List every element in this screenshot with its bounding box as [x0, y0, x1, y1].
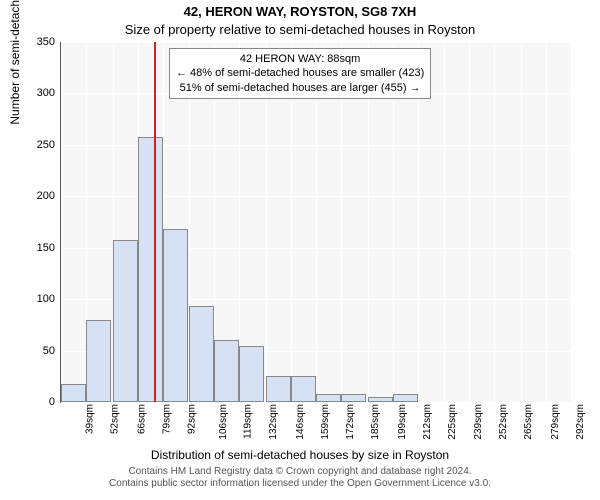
- histogram-bar: [138, 137, 163, 402]
- ytick-label: 150: [15, 242, 55, 254]
- histogram-bar: [291, 376, 316, 402]
- histogram-bar: [341, 394, 366, 402]
- ytick-label: 300: [15, 87, 55, 99]
- gridline-v: [61, 42, 62, 402]
- annot-line3: 51% of semi-detached houses are larger (…: [176, 81, 424, 95]
- xtick-label: 132sqm: [268, 404, 279, 440]
- xtick-label: 52sqm: [109, 404, 120, 434]
- histogram-bar: [86, 320, 111, 402]
- annot-line2: ← 48% of semi-detached houses are smalle…: [176, 66, 424, 80]
- histogram-bar: [61, 384, 86, 403]
- plot-area: 42 HERON WAY: 88sqm ← 48% of semi-detach…: [60, 42, 571, 403]
- gridline-v: [546, 42, 547, 402]
- xtick-label: 239sqm: [474, 404, 485, 440]
- gridline-v: [571, 42, 572, 402]
- histogram-bar: [113, 240, 138, 403]
- xtick-label: 225sqm: [447, 404, 458, 440]
- gridline-v: [469, 42, 470, 402]
- histogram-bar: [214, 340, 239, 402]
- annot-line1: 42 HERON WAY: 88sqm: [176, 52, 424, 66]
- ytick-label: 50: [15, 345, 55, 357]
- x-axis-label: Distribution of semi-detached houses by …: [0, 448, 600, 462]
- annotation-box: 42 HERON WAY: 88sqm ← 48% of semi-detach…: [169, 48, 431, 99]
- gridline-v: [494, 42, 495, 402]
- xtick-label: 106sqm: [219, 404, 230, 440]
- ytick-label: 100: [15, 293, 55, 305]
- xtick-label: 265sqm: [523, 404, 534, 440]
- marker-line: [154, 42, 156, 402]
- xtick-label: 92sqm: [186, 404, 197, 434]
- xtick-label: 146sqm: [295, 404, 306, 440]
- footer-line1: Contains HM Land Registry data © Crown c…: [0, 466, 600, 478]
- histogram-bar: [316, 394, 341, 402]
- histogram-bar: [393, 394, 418, 402]
- ytick-label: 200: [15, 190, 55, 202]
- histogram-bar: [239, 346, 264, 402]
- chart-container: 42, HERON WAY, ROYSTON, SG8 7XH Size of …: [0, 0, 600, 500]
- xtick-label: 172sqm: [345, 404, 356, 440]
- xtick-label: 252sqm: [498, 404, 509, 440]
- gridline-v: [444, 42, 445, 402]
- xtick-label: 39sqm: [85, 404, 96, 434]
- xtick-label: 292sqm: [575, 404, 586, 440]
- gridline-h: [61, 402, 571, 403]
- xtick-label: 159sqm: [320, 404, 331, 440]
- xtick-label: 66sqm: [136, 404, 147, 434]
- histogram-bar: [368, 397, 393, 402]
- xtick-label: 279sqm: [550, 404, 561, 440]
- chart-title-main: 42, HERON WAY, ROYSTON, SG8 7XH: [0, 4, 600, 19]
- xtick-label: 79sqm: [161, 404, 172, 434]
- xtick-label: 119sqm: [243, 404, 254, 439]
- xtick-label: 199sqm: [397, 404, 408, 440]
- histogram-bar: [189, 306, 214, 402]
- ytick-label: 250: [15, 139, 55, 151]
- xtick-label: 212sqm: [422, 404, 433, 440]
- histogram-bar: [266, 376, 291, 402]
- histogram-bar: [163, 229, 188, 402]
- y-axis-label: Number of semi-detached properties: [8, 0, 22, 125]
- xtick-label: 185sqm: [370, 404, 381, 440]
- footer-line2: Contains public sector information licen…: [0, 478, 600, 490]
- ytick-label: 0: [15, 396, 55, 408]
- chart-title-sub: Size of property relative to semi-detach…: [0, 22, 600, 37]
- ytick-label: 350: [15, 36, 55, 48]
- footer-attribution: Contains HM Land Registry data © Crown c…: [0, 466, 600, 490]
- gridline-v: [521, 42, 522, 402]
